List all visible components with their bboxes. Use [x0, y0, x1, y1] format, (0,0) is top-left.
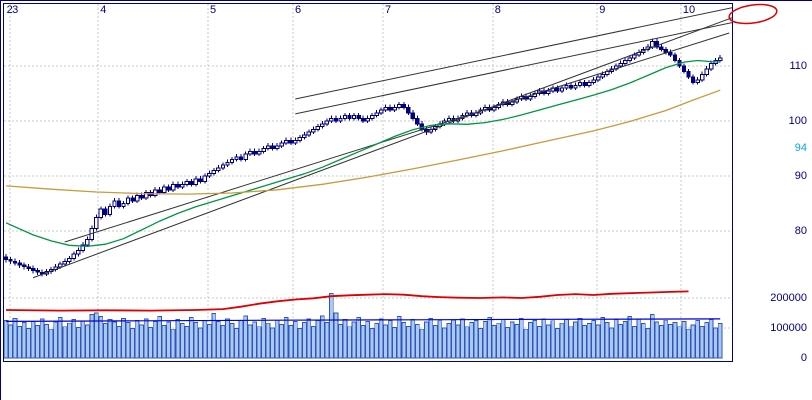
- price-axis-label: 100: [788, 115, 807, 127]
- volume-axis-label: 100000: [770, 322, 807, 334]
- volume-axis-label: 0: [800, 352, 807, 364]
- current-price-label: 94: [794, 142, 807, 154]
- price-axis-label: 110: [789, 60, 807, 72]
- plot-area: [3, 3, 733, 362]
- price-axis-label: 90: [794, 170, 807, 182]
- annotation-ellipse: [728, 3, 778, 25]
- volume-axis-label: 200000: [770, 292, 807, 304]
- price-axis-label: 80: [794, 225, 807, 237]
